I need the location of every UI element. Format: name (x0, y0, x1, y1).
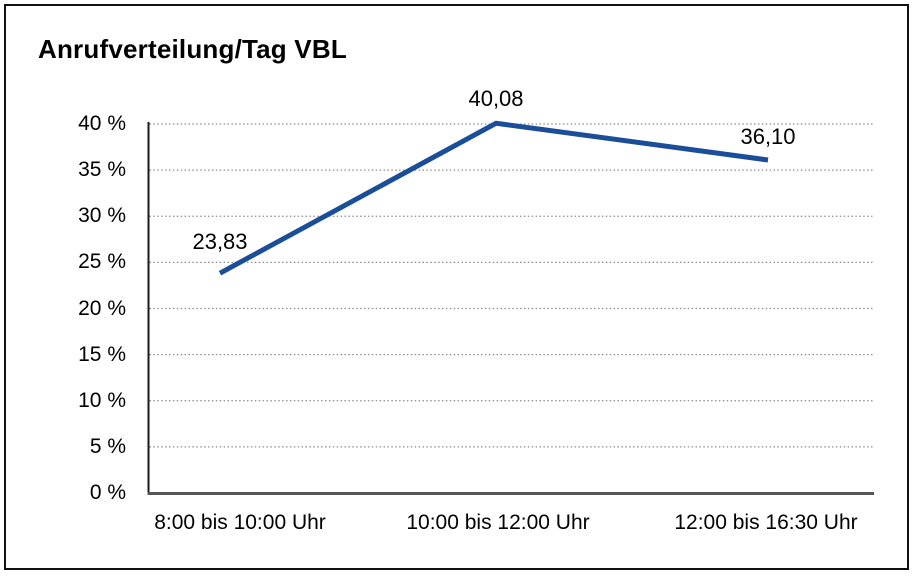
y-tick-label: 5 % (89, 434, 126, 458)
data-point-label: 36,10 (740, 123, 796, 149)
chart-title: Anrufverteilung/Tag VBL (38, 34, 347, 64)
y-tick-label: 0 % (89, 481, 126, 504)
x-tick-label: 12:00 bis 16:30 Uhr (674, 511, 858, 534)
y-tick-label: 25 % (78, 250, 126, 274)
y-tick-label: 20 % (78, 296, 126, 320)
data-line (218, 120, 769, 276)
y-tick-label: 30 % (78, 204, 126, 228)
y-tick-label: 35 % (78, 158, 126, 182)
chart-frame-border (4, 4, 909, 570)
data-point-label: 23,83 (192, 229, 248, 255)
y-tick-label: 15 % (78, 342, 126, 366)
x-tick-label: 10:00 bis 12:00 Uhr (406, 511, 590, 534)
data-point-label: 40,08 (468, 86, 524, 112)
y-tick-label: 10 % (78, 388, 126, 412)
x-tick-label: 8:00 bis 10:00 Uhr (154, 511, 326, 534)
y-tick-label: 40 % (78, 112, 126, 135)
